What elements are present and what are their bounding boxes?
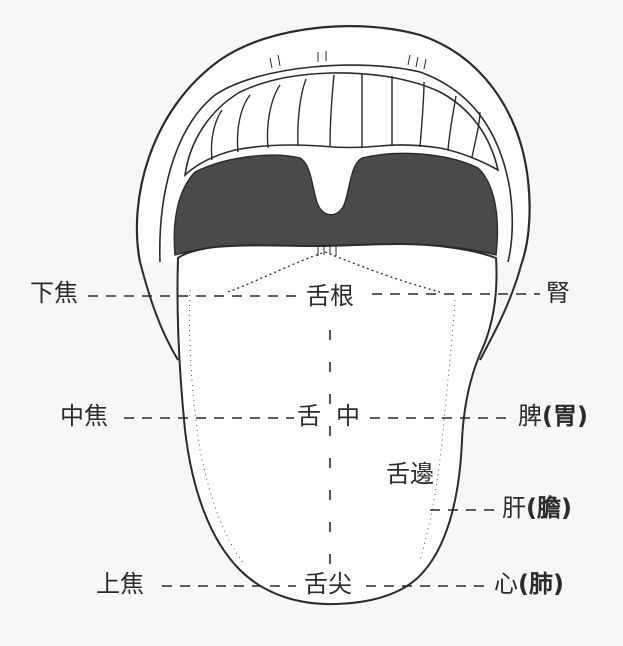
- label-zhong: 中: [336, 402, 360, 430]
- zone-guide-lines: [88, 293, 540, 587]
- label-she: 舌: [297, 402, 321, 430]
- label-shang-jiao: 上焦: [96, 570, 144, 598]
- label-wei: (胃): [542, 402, 588, 430]
- label-gan: 肝: [502, 494, 526, 522]
- lower-lip-left: [139, 261, 179, 361]
- label-she-bian: 舌邊: [386, 460, 434, 488]
- upper-teeth: [183, 72, 500, 178]
- label-fei: (肺): [518, 570, 564, 598]
- label-she-gen: 舌根: [306, 282, 354, 310]
- tongue-base-ticks: [317, 244, 337, 256]
- label-pi: 脾: [518, 402, 542, 430]
- label-dan: (膽): [526, 494, 572, 522]
- tooth-dividers: [210, 74, 481, 161]
- label-xia-jiao: 下焦: [30, 279, 78, 307]
- tongue-base-dots: [227, 251, 441, 293]
- label-gan-dan: 肝(膽): [502, 496, 572, 520]
- label-zhong-jiao: 中焦: [60, 402, 108, 430]
- gum-ticks: [269, 51, 427, 70]
- label-xin: 心: [494, 570, 518, 598]
- label-xin-fei: 心(肺): [494, 572, 564, 596]
- label-shen: 腎: [546, 279, 570, 307]
- label-she-jian: 舌尖: [304, 570, 352, 598]
- tongue-edge-shading-right: [419, 299, 456, 561]
- tongue-edge-shading: [189, 289, 246, 566]
- lower-lip-right: [479, 261, 523, 361]
- label-pi-wei: 脾(胃): [518, 404, 588, 428]
